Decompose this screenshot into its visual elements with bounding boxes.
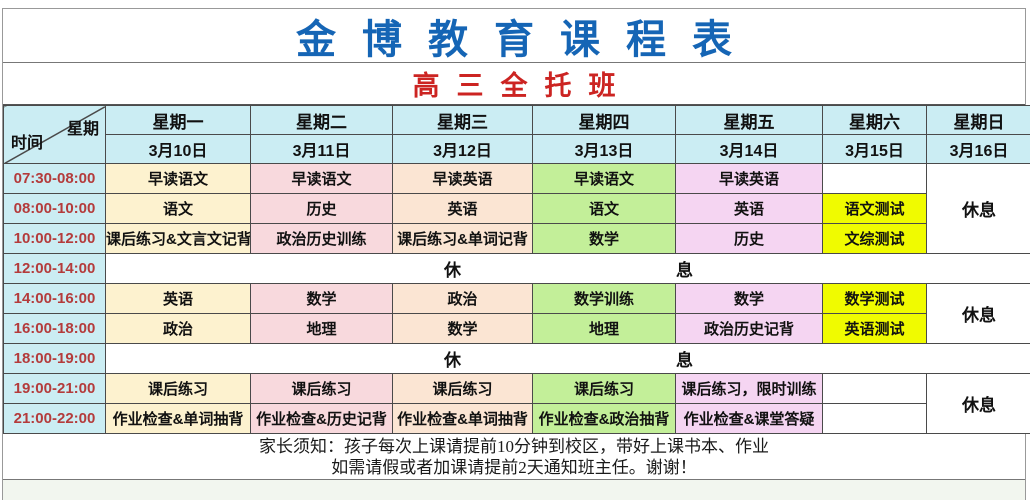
schedule-cell: 早读英语 — [675, 163, 823, 194]
day-header: 星期三 — [392, 105, 533, 135]
time-cell: 21:00-22:00 — [3, 403, 106, 434]
schedule-cell: 课后练习&文言文记背 — [105, 223, 251, 254]
day-header: 星期五 — [675, 105, 823, 135]
schedule-cell: 课后练习 — [105, 373, 251, 404]
schedule-cell: 政治历史记背 — [675, 313, 823, 344]
break-cell: 休息 — [105, 343, 1030, 374]
schedule-cell: 早读语文 — [532, 163, 676, 194]
schedule-cell: 课后练习 — [250, 373, 393, 404]
schedule-header: 时间 星期 星期一 星期二 星期三 星期四 星期五 星期六 星期日 3月10日 3月11日 3月12日… — [3, 105, 1030, 164]
week-label: 星期 — [66, 121, 99, 138]
schedule-cell: 数学 — [392, 313, 533, 344]
notice-line1: 家长须知：孩子每次上课请提前10分钟到校区，带好上课书本、作业 — [259, 436, 769, 456]
day-header: 星期一 — [105, 105, 251, 135]
title-bar: 金博教育课程表 — [3, 9, 1025, 63]
schedule-cell — [822, 373, 927, 404]
parent-notice: 家长须知：孩子每次上课请提前10分钟到校区，带好上课书本、作业 如需请假或者加课… — [3, 434, 1025, 479]
date-cell: 3月12日 — [392, 134, 533, 164]
schedule-cell: 语文测试 — [822, 193, 927, 224]
schedule-cell: 英语 — [675, 193, 823, 224]
schedule-cell: 地理 — [532, 313, 676, 344]
date-cell: 3月16日 — [926, 134, 1030, 164]
page-subtitle: 高三全托班 — [412, 71, 633, 101]
schedule-cell: 数学训练 — [532, 283, 676, 314]
schedule-cell: 英语测试 — [822, 313, 927, 344]
schedule-cell: 语文 — [532, 193, 676, 224]
schedule-cell: 作业检查&单词抽背 — [105, 403, 251, 434]
schedule-cell: 历史 — [250, 193, 393, 224]
break-cell: 休息 — [105, 253, 1030, 284]
time-cell: 10:00-12:00 — [3, 223, 106, 254]
date-cell: 3月14日 — [675, 134, 823, 164]
day-header: 星期六 — [822, 105, 927, 135]
schedule-cell: 地理 — [250, 313, 393, 344]
schedule-cell: 作业检查&政治抽背 — [532, 403, 676, 434]
time-cell: 16:00-18:00 — [3, 313, 106, 344]
schedule-cell: 课后练习 — [392, 373, 533, 404]
schedule-cell — [822, 163, 927, 194]
schedule-cell: 早读语文 — [105, 163, 251, 194]
schedule-cell: 英语 — [105, 283, 251, 314]
page-title: 金博教育课程表 — [296, 17, 758, 62]
rest-cell: 休息 — [926, 163, 1030, 254]
schedule-cell: 数学 — [250, 283, 393, 314]
time-cell: 18:00-19:00 — [3, 343, 106, 374]
date-cell: 3月13日 — [532, 134, 676, 164]
schedule-cell: 文综测试 — [822, 223, 927, 254]
page: 金博教育课程表 高三全托班 时间 星期 星期一 星期二 星期三 星期四 星期五 星期六 星期日 3… — [2, 8, 1030, 500]
day-header: 星期二 — [250, 105, 393, 135]
schedule-cell: 课后练习&单词记背 — [392, 223, 533, 254]
time-label: 时间 — [11, 134, 44, 152]
day-header: 星期日 — [926, 105, 1030, 135]
schedule-cell: 数学 — [532, 223, 676, 254]
schedule-cell: 政治 — [105, 313, 251, 344]
bottom-strip — [3, 479, 1025, 500]
schedule-cell: 数学测试 — [822, 283, 927, 314]
notice-line2: 如需请假或者加课请提前2天通知班主任。谢谢！ — [331, 457, 697, 477]
rest-cell: 休息 — [926, 373, 1030, 434]
corner-cell: 时间 星期 — [3, 105, 106, 164]
time-cell: 08:00-10:00 — [3, 193, 106, 224]
schedule-cell: 课后练习，限时训练 — [675, 373, 823, 404]
schedule-cell: 历史 — [675, 223, 823, 254]
date-cell: 3月15日 — [822, 134, 927, 164]
schedule-cell: 作业检查&课堂答疑 — [675, 403, 823, 434]
subtitle-bar: 高三全托班 — [3, 63, 1025, 105]
schedule-cell: 政治历史训练 — [250, 223, 393, 254]
schedule-cell: 课后练习 — [532, 373, 676, 404]
time-cell: 12:00-14:00 — [3, 253, 106, 284]
schedule-cell: 数学 — [675, 283, 823, 314]
schedule-cell: 语文 — [105, 193, 251, 224]
schedule-cell: 作业检查&单词抽背 — [392, 403, 533, 434]
time-cell: 19:00-21:00 — [3, 373, 106, 404]
schedule-cell: 英语 — [392, 193, 533, 224]
schedule-body: 07:30-08:00 早读语文 早读语文 早读英语 早读语文 早读英语 休息 08:00-1… — [3, 163, 1030, 434]
rest-cell: 休息 — [926, 283, 1030, 344]
time-cell: 14:00-16:00 — [3, 283, 106, 314]
schedule-cell: 政治 — [392, 283, 533, 314]
date-cell: 3月11日 — [250, 134, 393, 164]
schedule-table: 时间 星期 星期一 星期二 星期三 星期四 星期五 星期六 星期日 3月10日 3月11日 3月12日… — [3, 105, 1030, 434]
day-header: 星期四 — [532, 105, 676, 135]
schedule-cell: 作业检查&历史记背 — [250, 403, 393, 434]
date-cell: 3月10日 — [105, 134, 251, 164]
time-cell: 07:30-08:00 — [3, 163, 106, 194]
schedule-cell — [822, 403, 927, 434]
schedule-cell: 早读英语 — [392, 163, 533, 194]
schedule-cell: 早读语文 — [250, 163, 393, 194]
